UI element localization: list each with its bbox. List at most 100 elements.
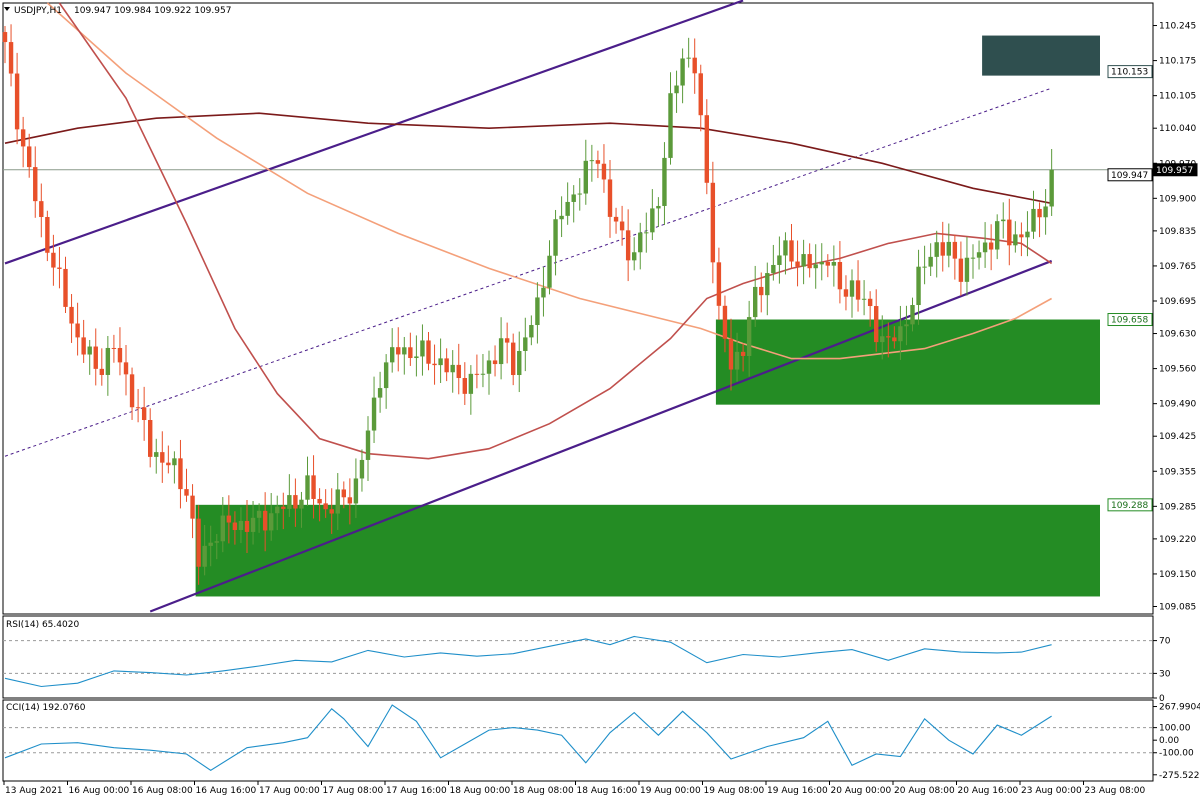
candle-body [777,255,782,265]
candle-body [577,193,582,195]
candle-body [20,129,26,147]
y-tick-label: 109.085 [1159,602,1196,612]
zones [195,35,1101,597]
candle-body [1001,219,1006,222]
candle-body [480,373,486,375]
rsi-y-tick-label: 70 [1159,637,1171,647]
candle-body [135,407,141,409]
candle-body [650,208,655,233]
x-tick-label: 19 Aug 00:00 [640,786,701,796]
y-tick-label: 109.285 [1159,502,1196,512]
zone-supply [982,35,1100,76]
candle-body [371,397,377,431]
candle-body [607,179,613,217]
candle-body [728,338,734,370]
line-ma_slow [4,112,1052,205]
candle-body [995,221,1000,250]
candle-body [970,257,976,259]
candle-body [486,360,492,374]
candle-body [305,475,310,500]
candle-body [226,515,232,523]
candle-body [184,489,189,496]
candle-body [940,242,945,256]
collapse-arrow-icon[interactable] [4,7,10,11]
y-tick-label: 110.175 [1159,57,1196,67]
y-tick-label: 109.630 [1159,330,1196,340]
candle-body [644,232,649,234]
candle-body [365,430,371,460]
cci-y-tick-label: -275.5222 [1159,771,1200,781]
candle-body [958,258,964,282]
candle-body [202,545,207,567]
axes: 110.245110.175110.105110.040109.970109.9… [3,22,1198,796]
candle-body [952,241,958,259]
x-tick-label: 20 Aug 16:00 [958,786,1019,796]
candle-body [196,518,201,567]
y-tick-label: 109.835 [1159,227,1196,237]
candle-body [807,254,812,269]
rsi-y-tick-label: 0 [1159,694,1165,704]
x-tick-label: 23 Aug 00:00 [1021,786,1082,796]
candle-body [680,58,685,86]
y-tick-label: 109.765 [1159,262,1196,272]
candle-body [317,498,322,504]
candle-body [293,495,298,509]
x-tick-label: 17 Aug 16:00 [386,786,447,796]
candle-body [734,351,740,370]
candle-body [75,323,80,338]
candle-body [166,462,171,466]
price-label-box [1107,65,1153,79]
cci-y-tick-label: -100.00 [1159,749,1194,759]
price-label-box [1107,313,1153,327]
candle-body [275,506,280,514]
candle-body [383,362,389,389]
candle-body [45,217,50,253]
candle-body [414,356,419,359]
x-tick-label: 19 Aug 08:00 [704,786,765,796]
candle-body [232,522,238,531]
candle-body [87,346,92,355]
cci-y-tick-label: 267.9904 [1159,703,1200,713]
candle-body [825,261,830,266]
candle-body [698,73,703,116]
candle-body [438,358,443,366]
candle-body [583,160,588,194]
candle-body [916,266,921,306]
candle-body [855,280,861,300]
candle-body [867,298,873,307]
candle-body [1007,219,1012,246]
line-ma_mid [46,2,1052,360]
candle-body [740,351,746,356]
candle-body [8,42,14,74]
candle-body [269,513,274,531]
candle-body [359,459,365,479]
candle-body [686,57,691,59]
candle-body [571,194,576,202]
candle-body [765,273,770,296]
candle-body [910,305,915,325]
candle-body [547,255,552,288]
candle-body [523,337,528,351]
candle-body [559,215,564,220]
panel-frame [2,699,1154,782]
candle-body [541,287,546,298]
candle-body [160,452,165,463]
candle-body [771,264,776,274]
y-tick-label: 109.560 [1159,365,1196,375]
cci-y-tick-label: 100.00 [1159,724,1191,734]
candle-body [341,489,346,498]
candle-body [886,336,891,338]
candle-body [420,340,425,357]
candle-body [287,495,292,509]
candle-body [396,347,401,355]
indicator-lines [4,0,1053,613]
candle-body [27,146,32,168]
panel-frame [2,615,1154,699]
candle-body [402,347,407,355]
candle-body [704,115,709,183]
x-tick-label: 20 Aug 00:00 [831,786,892,796]
candle-body [148,420,153,457]
candle-body [625,230,631,261]
